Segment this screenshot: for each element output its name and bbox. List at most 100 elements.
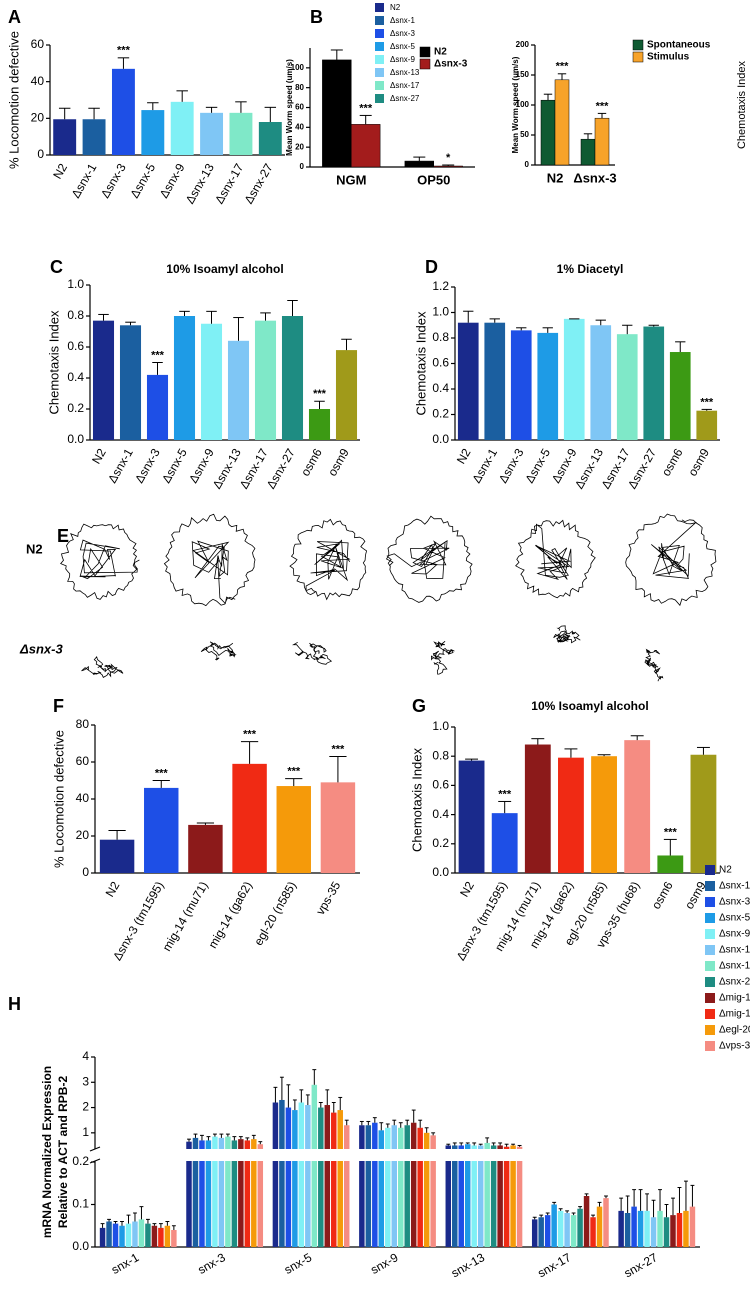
bar bbox=[99, 839, 135, 873]
bar bbox=[132, 1221, 138, 1247]
bar bbox=[445, 1145, 452, 1247]
bar bbox=[200, 112, 224, 155]
x-tick-label: snx-13 bbox=[449, 1250, 487, 1280]
bar bbox=[251, 1139, 257, 1247]
y-tick-label: 3 bbox=[82, 1074, 89, 1088]
legend-swatch bbox=[375, 94, 384, 103]
y-axis-label: % Locomotion defective bbox=[51, 730, 66, 868]
bar bbox=[276, 786, 311, 873]
bar bbox=[285, 1107, 292, 1247]
bar bbox=[343, 1125, 350, 1247]
bar bbox=[531, 1219, 538, 1247]
bar bbox=[53, 119, 77, 155]
bar bbox=[484, 322, 506, 440]
x-tick-label: N2 bbox=[89, 446, 109, 467]
break-mark bbox=[89, 1146, 101, 1152]
bar bbox=[138, 1219, 145, 1247]
x-tick-label: osm9 bbox=[325, 446, 352, 479]
worm-track bbox=[553, 625, 581, 644]
bar bbox=[318, 1107, 324, 1247]
significance-label: *** bbox=[151, 349, 165, 361]
bar bbox=[657, 1210, 663, 1247]
worm-track bbox=[60, 523, 140, 600]
bar bbox=[82, 119, 106, 155]
bar bbox=[643, 326, 665, 440]
bar bbox=[112, 1223, 119, 1247]
bar bbox=[563, 318, 585, 440]
legend-label: Δmig-14 (ga62) bbox=[719, 1009, 750, 1020]
y-tick-label: 1.0 bbox=[432, 305, 449, 319]
legend-swatch bbox=[705, 977, 715, 987]
bar bbox=[491, 813, 518, 873]
x-tick-label: osm6 bbox=[298, 446, 325, 479]
significance-label: *** bbox=[155, 767, 169, 779]
legend-swatch bbox=[705, 961, 715, 971]
bar bbox=[192, 1137, 199, 1247]
panel-label: G bbox=[412, 696, 426, 716]
y-tick-label: 0.0 bbox=[72, 1239, 89, 1253]
y-tick-label: 40 bbox=[76, 791, 90, 805]
worm-track bbox=[291, 641, 333, 665]
bar bbox=[458, 760, 485, 873]
x-tick-label: snx-3 bbox=[195, 1250, 228, 1277]
bar bbox=[637, 1210, 644, 1247]
x-tick-label: snx-5 bbox=[282, 1250, 315, 1277]
bar bbox=[322, 59, 352, 168]
bar bbox=[320, 782, 356, 873]
x-tick-label: N2 bbox=[547, 170, 564, 185]
row-label: N2 bbox=[26, 541, 43, 556]
significance-label: *** bbox=[117, 45, 131, 57]
significance-label: *** bbox=[313, 388, 327, 400]
bar bbox=[676, 1213, 683, 1247]
y-tick-label: 0.6 bbox=[432, 778, 449, 792]
bar bbox=[497, 1145, 503, 1247]
bar bbox=[111, 68, 135, 155]
y-tick-label: 40 bbox=[31, 74, 45, 88]
y-axis-label: Mean Worm speed (um/s) bbox=[511, 56, 520, 153]
bar bbox=[212, 1136, 218, 1247]
bar bbox=[145, 1223, 151, 1247]
significance-label: *** bbox=[331, 743, 345, 755]
bar bbox=[410, 1122, 417, 1247]
legend-swatch bbox=[705, 897, 715, 907]
bar bbox=[564, 1213, 570, 1247]
y-tick-label: 40 bbox=[295, 122, 304, 131]
bar bbox=[657, 855, 684, 873]
y-tick-label: 1 bbox=[82, 1125, 89, 1139]
y-tick-label: 60 bbox=[31, 37, 45, 51]
legend-swatch bbox=[375, 81, 384, 90]
bar bbox=[144, 787, 179, 873]
bar bbox=[583, 1196, 590, 1247]
y-tick-label: 80 bbox=[76, 717, 90, 731]
y-tick-label: 0.4 bbox=[432, 807, 449, 821]
legend-swatch bbox=[705, 945, 715, 955]
y-tick-label: 0.2 bbox=[67, 401, 84, 415]
legend-label: Δegl-20 (n585) bbox=[719, 1025, 750, 1036]
y-tick-label: 150 bbox=[516, 70, 530, 79]
x-tick-label: OP50 bbox=[417, 172, 450, 187]
bar bbox=[544, 1215, 551, 1247]
bar bbox=[227, 340, 250, 440]
y-tick-label: 0 bbox=[37, 147, 44, 161]
bar bbox=[225, 1136, 231, 1247]
bar bbox=[331, 1112, 337, 1247]
bar bbox=[580, 138, 596, 166]
significance-label: *** bbox=[243, 729, 257, 741]
legend-label: Δsnx-3 bbox=[390, 29, 415, 38]
bar bbox=[170, 101, 194, 155]
legend-swatch bbox=[705, 913, 715, 923]
bar bbox=[644, 1210, 650, 1247]
bar bbox=[119, 325, 142, 440]
bar bbox=[663, 1217, 670, 1247]
y-axis-label: mRNA Normalized Expression bbox=[40, 1066, 54, 1238]
chart-title: 10% Isoamyl alcohol bbox=[166, 262, 283, 276]
y-tick-label: 0.6 bbox=[67, 339, 84, 353]
worm-track bbox=[385, 515, 473, 603]
y-tick-label: 20 bbox=[295, 142, 304, 151]
x-tick-label: Δsnx-5 bbox=[522, 446, 553, 486]
bar bbox=[696, 410, 718, 440]
bar bbox=[292, 1110, 298, 1247]
legend-label: Δsnx-9 bbox=[719, 929, 750, 940]
y-tick-label: 1.2 bbox=[432, 279, 449, 293]
bar bbox=[591, 756, 617, 873]
